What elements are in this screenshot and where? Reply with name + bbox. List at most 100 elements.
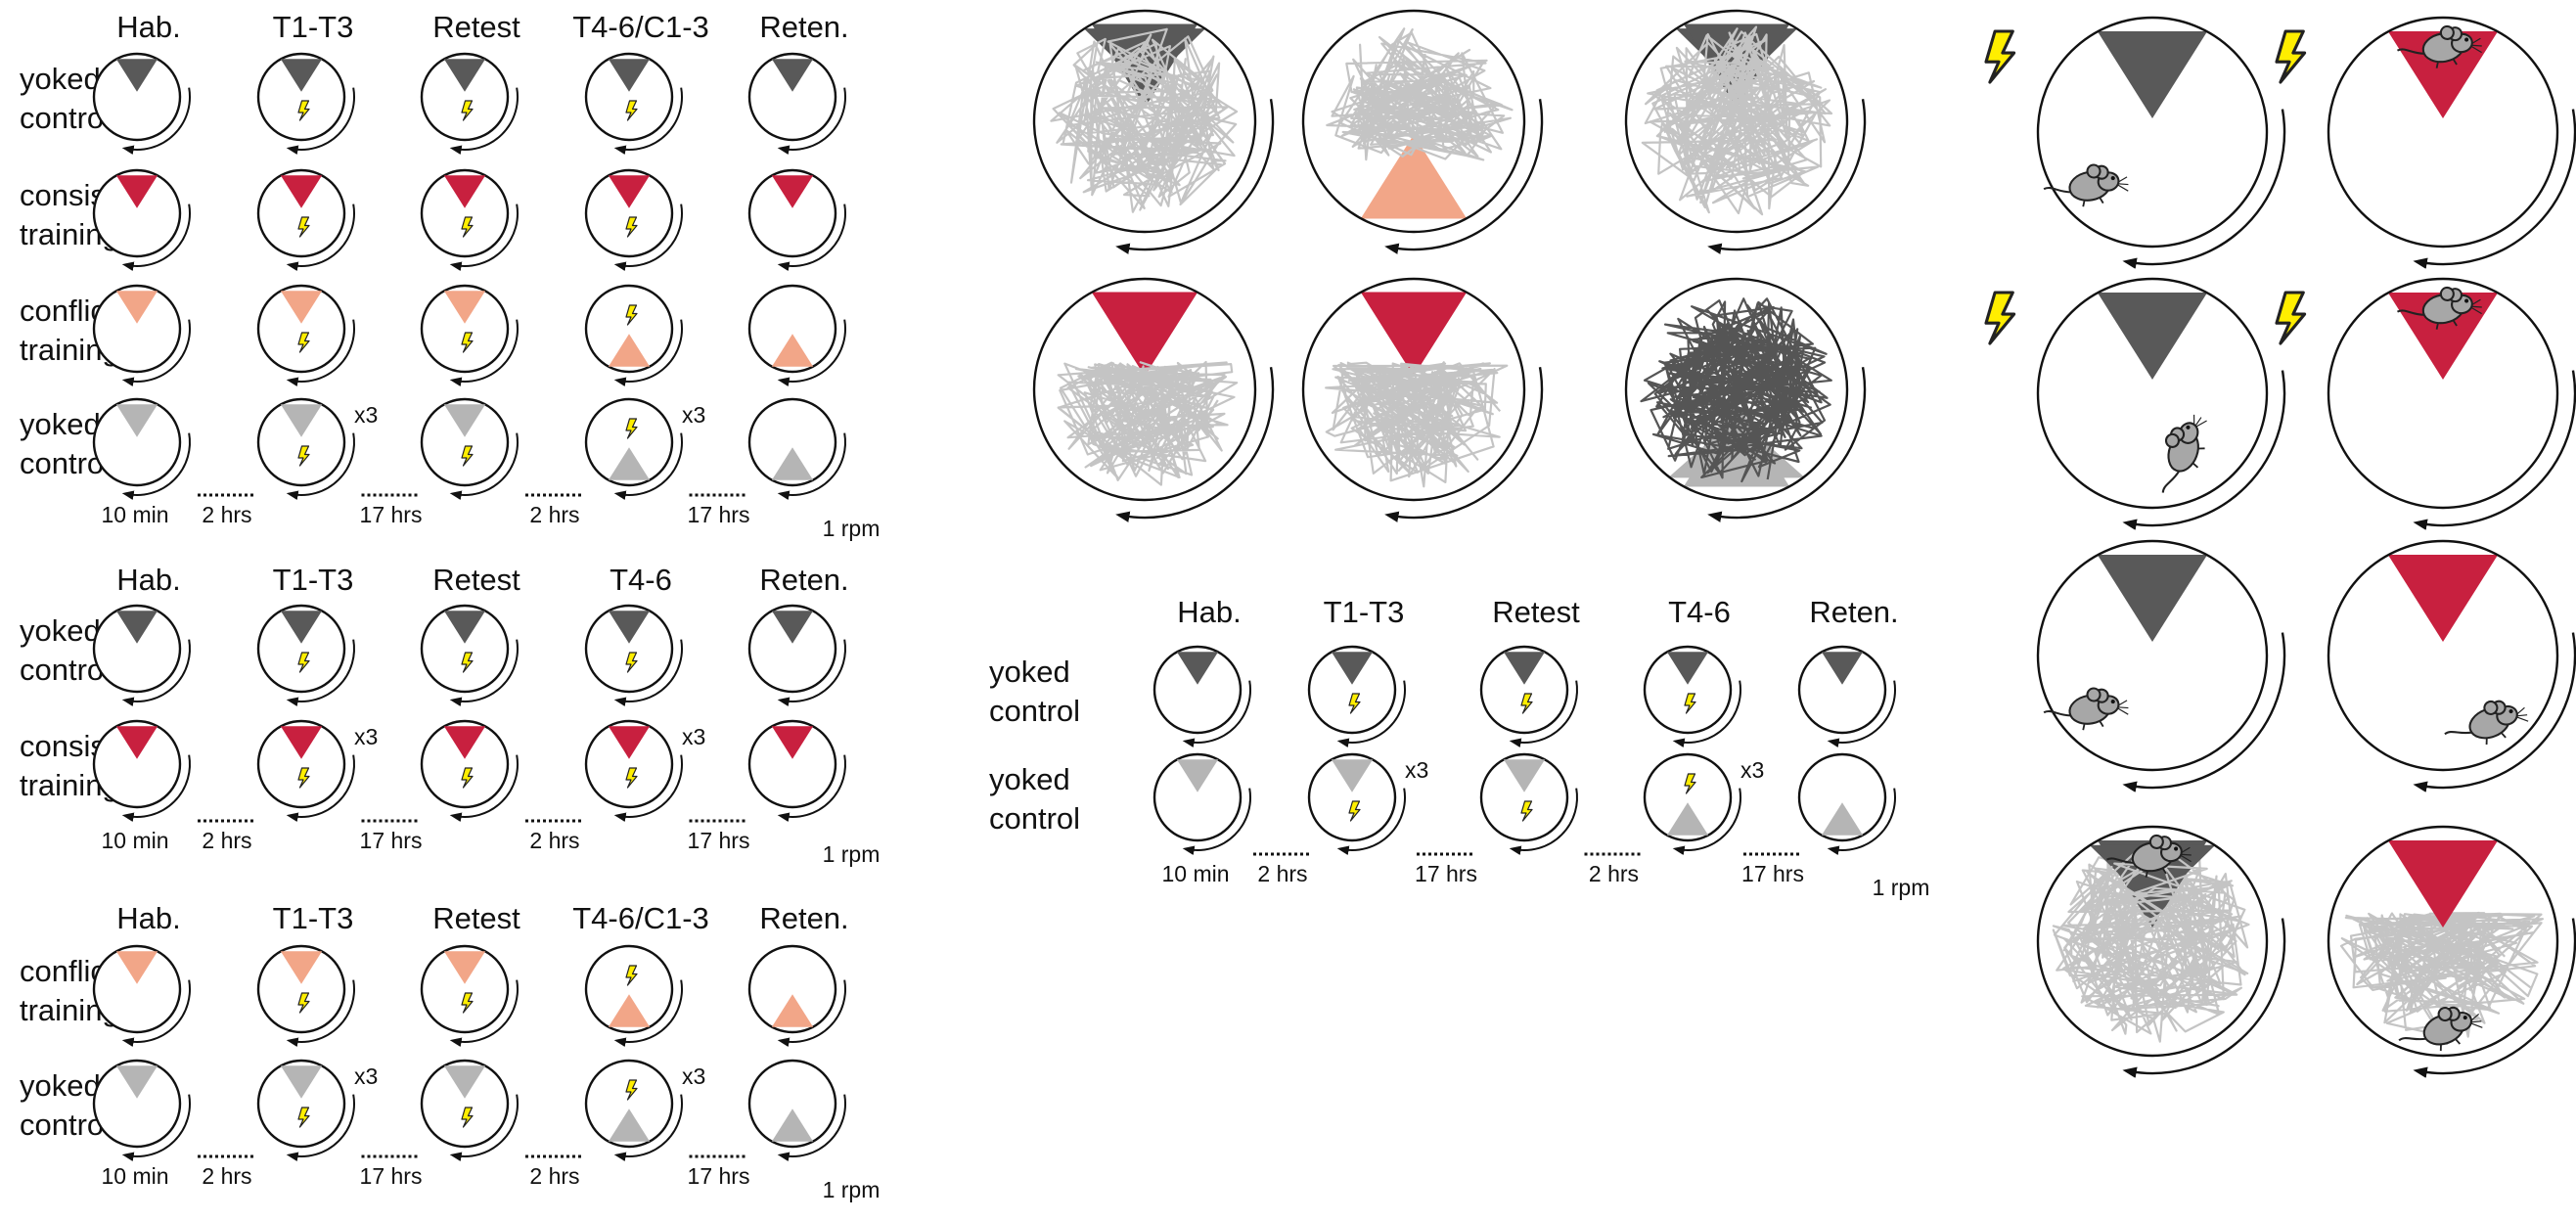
arena-circle [420, 1059, 510, 1149]
arena-stage [1479, 752, 1578, 855]
protocol-block-b: Hab. T1-T3 Retest T4-6 Reten.yokedcontrolcon… [20, 563, 880, 867]
rotation-arrow-icon [121, 639, 191, 706]
arena-circle [584, 944, 674, 1034]
arena-circle [256, 168, 346, 258]
arena-stage [747, 168, 846, 271]
arena-stage [420, 1059, 519, 1161]
repeat-x3-label: x3 [682, 724, 705, 749]
rotation-arrow-icon [1509, 788, 1578, 855]
arena-circle [1643, 645, 1733, 735]
shock-zone [443, 175, 486, 208]
arena-circle [1479, 752, 1569, 842]
shock-zone [1091, 23, 1198, 109]
repeat-x3-label: x3 [354, 1064, 378, 1089]
shock-bolt-icon [461, 1107, 474, 1128]
trajectory-panel [1624, 9, 1867, 254]
arena-stage [747, 1059, 846, 1161]
shock-bolt-icon [297, 992, 310, 1014]
mouse-panels [1984, 16, 2576, 1078]
rotation-arrow-icon [1182, 680, 1251, 747]
arena-stage [747, 397, 846, 500]
arena-stage [420, 604, 519, 706]
trajectory-path [1325, 361, 1509, 488]
group-label: control [989, 801, 1080, 836]
mouse-panel [2036, 539, 2286, 792]
rotation-arrow-icon [777, 432, 846, 500]
stage-header: T1-T3 [273, 10, 354, 44]
timeline-interval: 17 hrs [360, 828, 423, 853]
timeline-duration: 10 min [1161, 861, 1229, 886]
shock-bolt-icon [1984, 291, 2016, 345]
rotation-arrow-icon [2122, 370, 2286, 530]
repeat-x3-label: x3 [682, 1064, 705, 1089]
stage-header: T4-6/C1-3 [572, 10, 709, 44]
arena-stage [1643, 645, 1741, 747]
arena-circle [2327, 825, 2559, 1058]
shock-bolt-icon [461, 100, 474, 121]
shock-zone [280, 1065, 323, 1099]
rotation-arrow-icon [2122, 109, 2286, 269]
shock-zone [608, 59, 651, 92]
rotation-arrow-icon [121, 979, 191, 1047]
rotation-arrow-icon [1115, 99, 1275, 254]
rotation-speed-label: 1 rpm [823, 516, 881, 541]
shock-zone [608, 1109, 651, 1142]
arena-stage [92, 719, 191, 822]
trajectory-panel [1032, 277, 1275, 522]
arena-stage [256, 284, 355, 386]
shock-zone [443, 726, 486, 759]
shock-zone [771, 59, 814, 92]
shock-zone [1331, 652, 1374, 685]
stage-header: T4-6 [610, 563, 672, 597]
trajectory-panels [1032, 9, 1867, 522]
shock-bolt-icon [1520, 693, 1533, 714]
arena-circle [92, 944, 182, 1034]
rotation-arrow-icon [613, 87, 683, 155]
shock-zone [280, 59, 323, 92]
shock-bolt-icon [625, 418, 638, 439]
group-label: control [989, 694, 1080, 728]
group-label: yoked [20, 407, 101, 441]
arena-stage [747, 719, 846, 822]
rotation-arrow-icon [121, 754, 191, 822]
arena-stage [420, 284, 519, 386]
shock-bolt-icon [297, 767, 310, 789]
arena-circle [92, 397, 182, 487]
rotation-arrow-icon [121, 432, 191, 500]
mouse-icon [2444, 700, 2529, 746]
shock-zone [1503, 652, 1546, 685]
timeline-interval: 2 hrs [529, 828, 579, 853]
arena-circle [92, 52, 182, 142]
stage-header: Retest [432, 901, 520, 935]
shock-zone [771, 611, 814, 644]
arena-stage [747, 604, 846, 706]
timeline-interval: 2 hrs [529, 1163, 579, 1189]
shock-bolt-icon [297, 100, 310, 121]
rotation-arrow-icon [286, 87, 355, 155]
arena-stage: x3 [584, 719, 705, 822]
shock-zone [608, 611, 651, 644]
mouse-panel [2036, 825, 2286, 1078]
arena-stage [92, 168, 191, 271]
rotation-arrow-icon [1182, 788, 1251, 855]
arena-circle [2327, 539, 2559, 772]
shock-zone [115, 611, 158, 644]
mouse-panel [2327, 825, 2576, 1078]
shock-zone [1176, 759, 1219, 792]
shock-bolt-icon [297, 652, 310, 673]
arena-circle [1479, 645, 1569, 735]
arena-stage [92, 604, 191, 706]
arena-stage [92, 397, 191, 500]
arena-circle [92, 719, 182, 809]
timeline-interval: 2 hrs [1257, 861, 1307, 886]
arena-stage: x3 [584, 1059, 705, 1161]
rotation-arrow-icon [777, 87, 846, 155]
shock-zone [2097, 555, 2208, 642]
arena-stage [584, 944, 683, 1047]
group-label: yoked [20, 62, 101, 96]
arena-circle [747, 168, 837, 258]
rotation-arrow-icon [449, 432, 519, 500]
stage-header: Reten. [759, 901, 848, 935]
shock-zone [771, 334, 814, 367]
arena-stage [747, 944, 846, 1047]
